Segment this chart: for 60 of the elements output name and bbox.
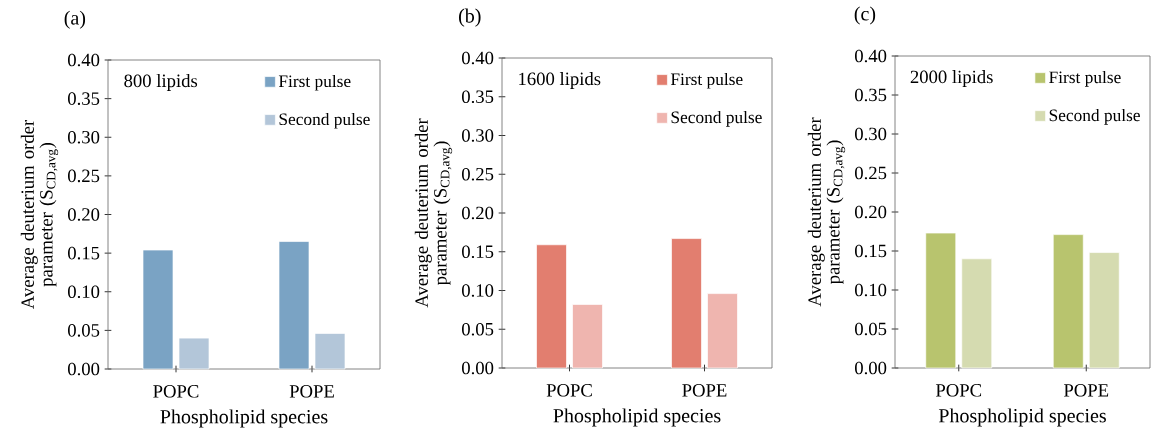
y-tick-label: 0.20 xyxy=(855,205,887,219)
y-tick-label: 0.10 xyxy=(462,284,494,297)
y-tick-label: 0.40 xyxy=(855,49,887,63)
bar xyxy=(925,232,957,369)
y-tick-label: 0.35 xyxy=(855,88,887,102)
y-tick-label: 0.15 xyxy=(462,245,494,259)
y-tick-label: 0.30 xyxy=(855,127,887,141)
y-tick-label: 0.15 xyxy=(855,244,887,258)
bar xyxy=(278,241,310,370)
legend-label: First pulse xyxy=(278,74,351,91)
x-tick-label: POPE xyxy=(1063,384,1109,397)
bar xyxy=(536,244,567,369)
legend-label: Second pulse xyxy=(279,112,370,129)
x-tick-label: POPC xyxy=(153,385,199,398)
legend-label: Second pulse xyxy=(1049,108,1140,125)
bar xyxy=(142,249,174,370)
y-tick-label: 0.25 xyxy=(68,169,100,183)
y-tick-label: 0.15 xyxy=(68,246,100,260)
y-tick-label: 0.35 xyxy=(68,92,100,105)
y-tick-label: 0.05 xyxy=(855,322,887,336)
y-tick-label: 0.35 xyxy=(462,90,494,104)
bar xyxy=(1052,234,1084,369)
bar xyxy=(178,337,210,370)
y-tick-label: 0.20 xyxy=(462,206,494,220)
chart-title: (b) xyxy=(459,8,481,27)
annotation: 800 lipids xyxy=(124,73,198,91)
annotation: 1600 lipids xyxy=(519,72,601,89)
x-axis-title: Phospholipid species xyxy=(938,408,1106,427)
y-tick-label: 0.20 xyxy=(68,208,100,221)
y-tick-label: 0.10 xyxy=(855,283,887,297)
y-tick-label: 0.25 xyxy=(462,167,494,181)
bar xyxy=(314,333,346,370)
chart-title: (c) xyxy=(854,6,876,25)
y-tick-label: 0.05 xyxy=(462,322,494,336)
legend-label: First pulse xyxy=(670,72,743,89)
legend-label: Second pulse xyxy=(671,110,762,127)
y-tick-label: 0.30 xyxy=(462,129,494,142)
y-tick-label: 0.25 xyxy=(855,166,887,180)
y-tick-label: 0.05 xyxy=(68,324,100,337)
chart-title: (a) xyxy=(64,10,86,29)
x-tick-label: POPE xyxy=(682,384,727,397)
x-tick-label: POPC xyxy=(935,384,982,397)
bar xyxy=(1088,252,1120,369)
y-tick-label: 0.00 xyxy=(462,361,494,375)
x-tick-label: POPC xyxy=(546,384,592,397)
y-tick-label: 0.40 xyxy=(68,53,100,67)
y-tick-label: 0.00 xyxy=(855,361,887,375)
annotation: 2000 lipids xyxy=(910,70,993,87)
bar xyxy=(961,258,993,369)
bar xyxy=(572,304,603,369)
x-tick-label: POPE xyxy=(289,385,334,398)
x-axis-title: Phospholipid species xyxy=(553,408,721,427)
y-tick-label: 0.40 xyxy=(462,51,494,65)
y-tick-label: 0.00 xyxy=(68,362,100,376)
x-axis-title: Phospholipid species xyxy=(160,409,328,428)
y-tick-label: 0.30 xyxy=(68,130,100,144)
bar xyxy=(671,238,702,369)
legend-label: First pulse xyxy=(1049,70,1121,87)
y-tick-label: 0.10 xyxy=(68,285,100,299)
bar xyxy=(707,293,738,369)
